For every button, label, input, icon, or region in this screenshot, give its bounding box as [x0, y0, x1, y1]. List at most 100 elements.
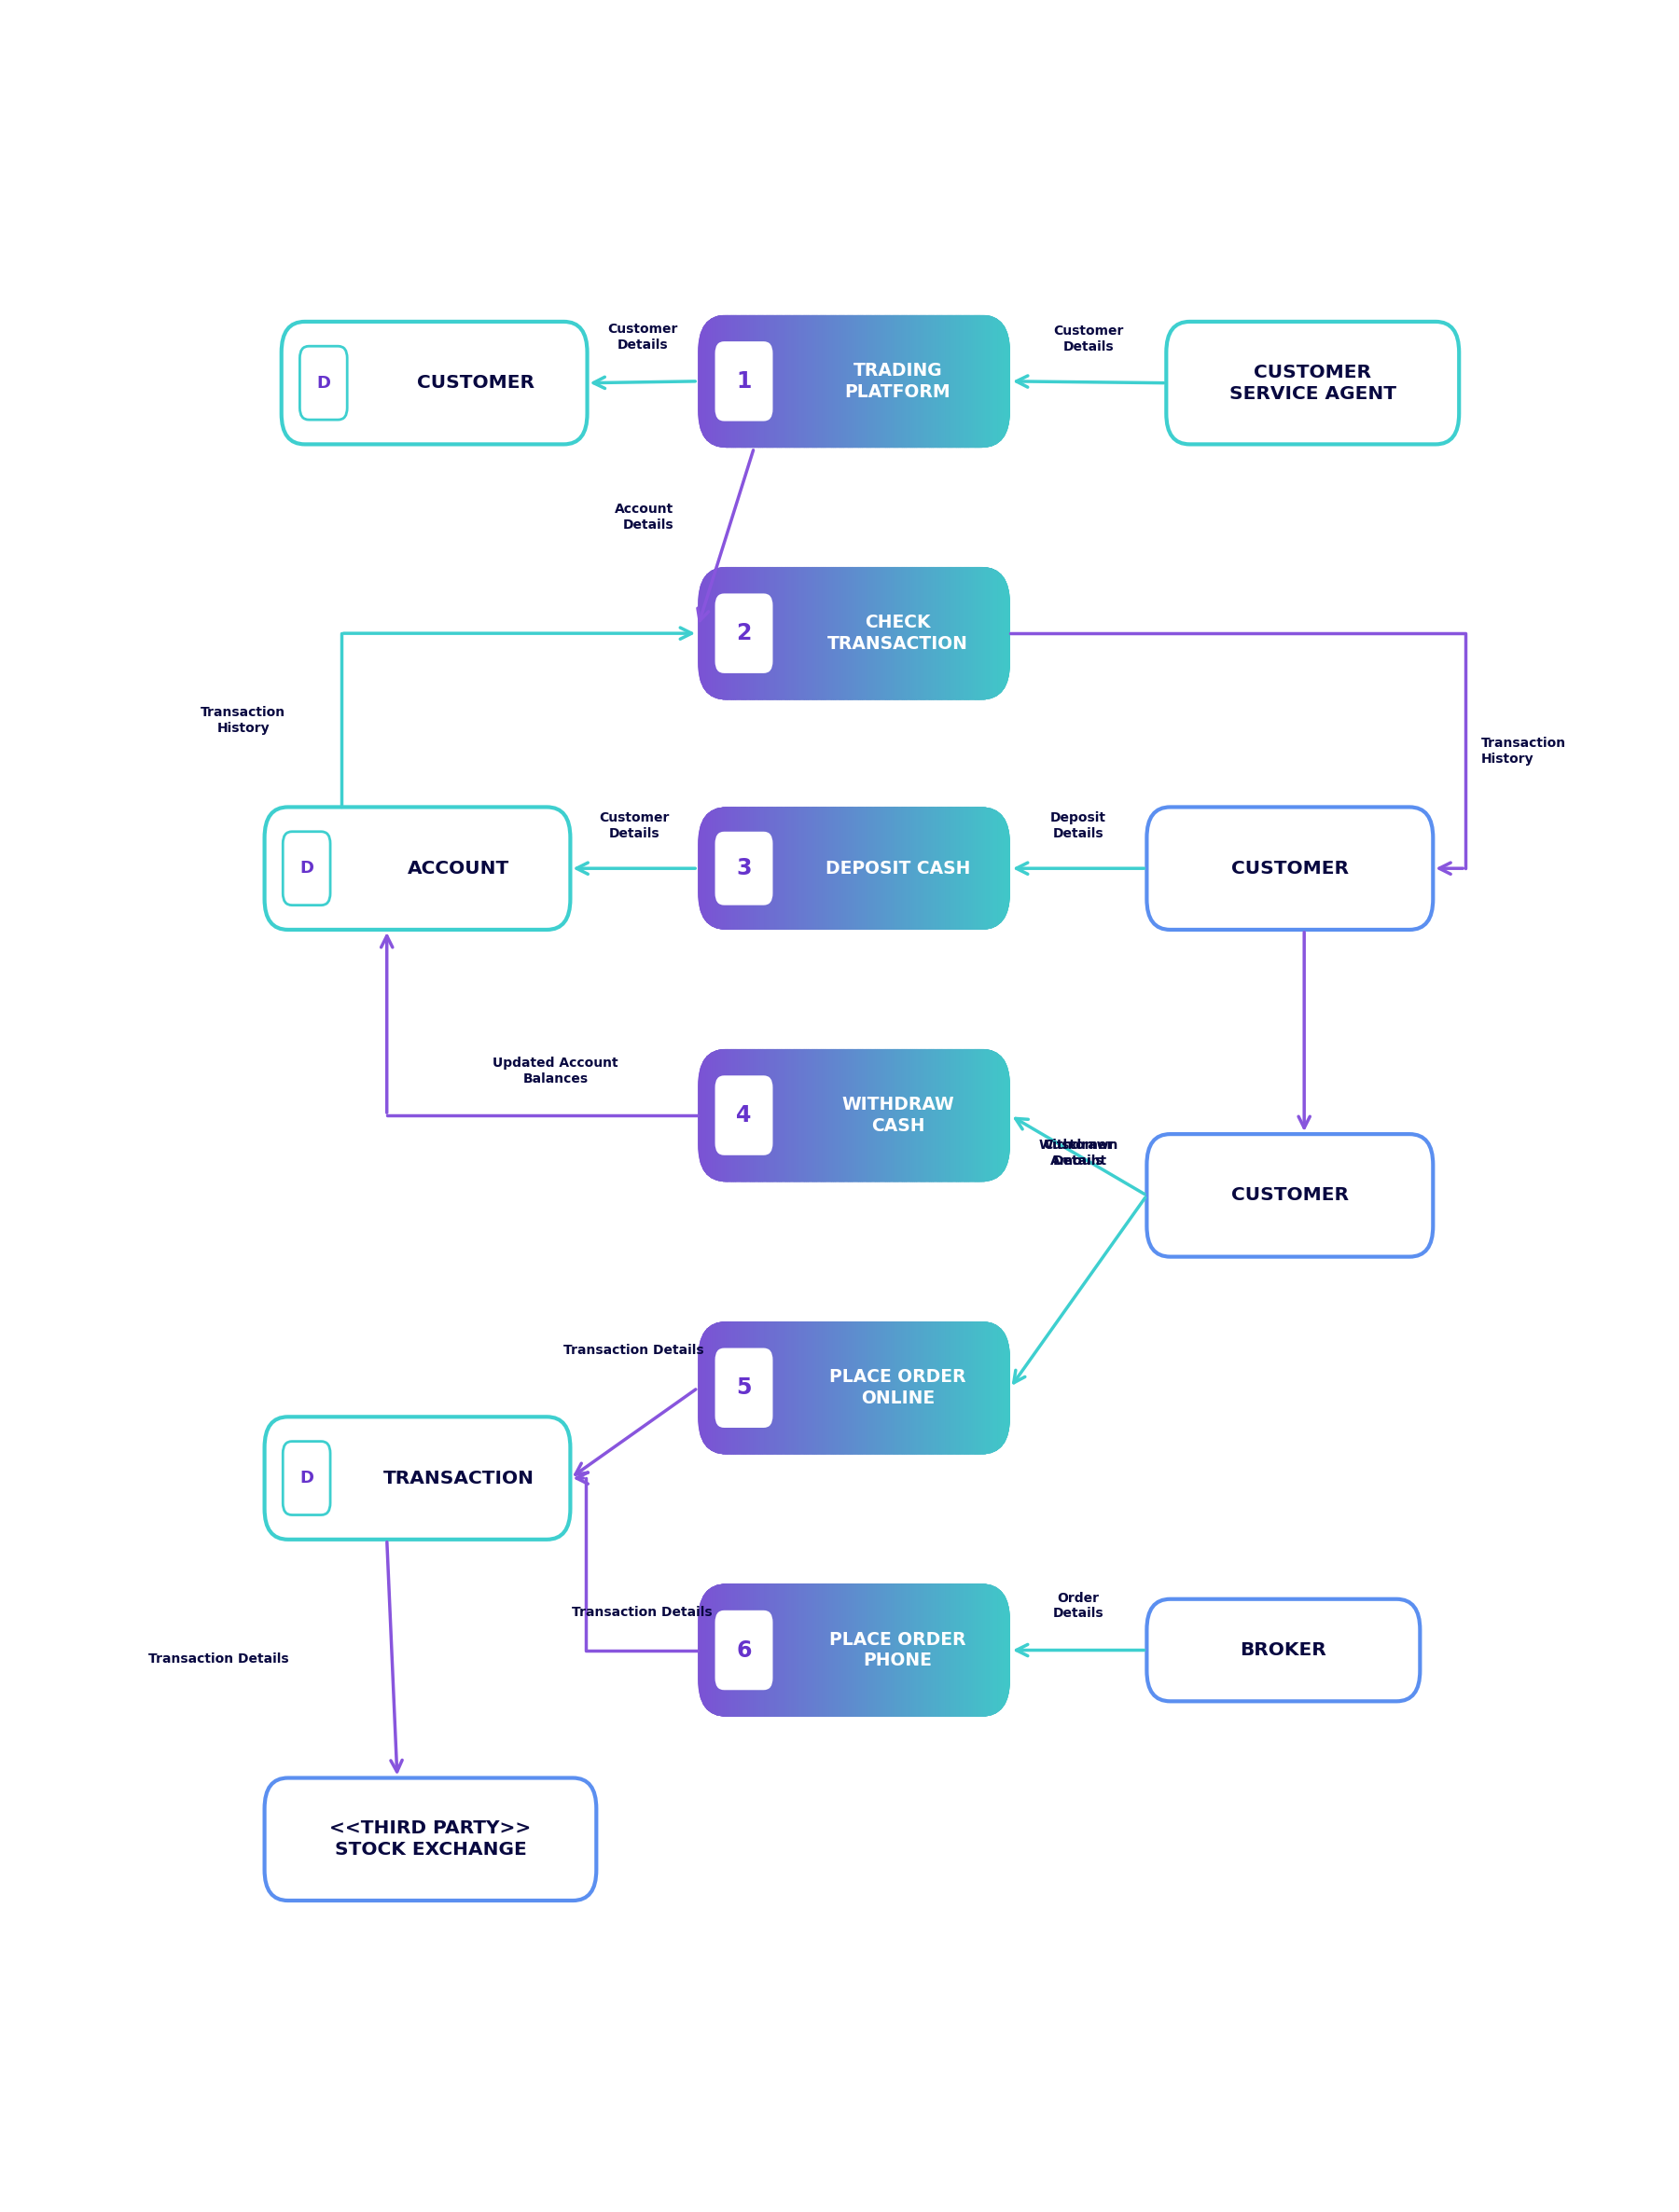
Bar [937, 1048, 944, 1181]
Bar [979, 566, 986, 699]
Bar [813, 566, 818, 699]
Bar [754, 1321, 761, 1453]
Bar [890, 807, 895, 929]
Bar [898, 1584, 903, 1717]
FancyBboxPatch shape [715, 593, 772, 672]
Bar [737, 1584, 744, 1717]
Bar [756, 1321, 762, 1453]
Bar [991, 314, 997, 447]
Bar [1004, 314, 1009, 447]
Text: Transaction
History: Transaction History [201, 706, 285, 734]
Bar [735, 1321, 742, 1453]
Bar [975, 807, 981, 929]
Bar [776, 1048, 781, 1181]
Bar [700, 1321, 705, 1453]
Bar [777, 1048, 782, 1181]
Bar [752, 1321, 757, 1453]
Bar [777, 807, 782, 929]
Bar [821, 1584, 826, 1717]
Bar [710, 1321, 717, 1453]
Bar [786, 807, 791, 929]
Bar [712, 566, 719, 699]
Bar [744, 566, 749, 699]
Bar [799, 1048, 806, 1181]
Bar [989, 314, 996, 447]
Bar [698, 807, 704, 929]
Bar [745, 566, 752, 699]
Bar [803, 566, 808, 699]
Bar [970, 1048, 977, 1181]
Bar [846, 314, 851, 447]
Bar [761, 1584, 766, 1717]
Bar [954, 1048, 960, 1181]
Bar [944, 1048, 950, 1181]
Bar [739, 807, 745, 929]
Bar [907, 1048, 912, 1181]
Bar [895, 1584, 902, 1717]
Bar [841, 1584, 848, 1717]
Bar [707, 1048, 712, 1181]
Bar [762, 1584, 769, 1717]
Bar [866, 1584, 873, 1717]
Bar [717, 1321, 722, 1453]
Bar [885, 1584, 892, 1717]
FancyBboxPatch shape [301, 345, 348, 420]
Bar [762, 1321, 769, 1453]
Bar [918, 314, 925, 447]
Bar [803, 1048, 808, 1181]
Bar [975, 1321, 981, 1453]
Text: 3: 3 [735, 858, 752, 880]
Bar [910, 566, 917, 699]
Bar [841, 566, 848, 699]
Bar [759, 566, 764, 699]
Bar [986, 1321, 991, 1453]
Bar [947, 1048, 954, 1181]
Bar [824, 314, 831, 447]
Bar [972, 807, 979, 929]
Bar [880, 1321, 885, 1453]
Bar [730, 807, 737, 929]
Bar [811, 807, 816, 929]
Bar [979, 1321, 986, 1453]
Bar [863, 314, 868, 447]
Bar [761, 1321, 766, 1453]
Bar [918, 1321, 925, 1453]
Bar [960, 314, 965, 447]
Bar [873, 566, 878, 699]
Bar [885, 1048, 892, 1181]
Bar [972, 566, 979, 699]
Bar [791, 314, 798, 447]
Bar [987, 1321, 994, 1453]
Bar [782, 566, 789, 699]
Bar [868, 566, 875, 699]
Bar [767, 807, 772, 929]
Text: Order
Details: Order Details [1053, 1593, 1103, 1619]
Bar [781, 1321, 787, 1453]
Bar [944, 1321, 950, 1453]
Bar [735, 566, 742, 699]
Bar [950, 807, 955, 929]
Bar [1004, 807, 1009, 929]
Bar [887, 314, 893, 447]
Bar [811, 1321, 816, 1453]
Bar [912, 566, 918, 699]
Bar [811, 1048, 816, 1181]
Bar [927, 1584, 934, 1717]
Bar [819, 566, 824, 699]
Bar [923, 1048, 928, 1181]
Bar [868, 1584, 875, 1717]
Bar [997, 1584, 1004, 1717]
Bar [945, 1048, 952, 1181]
Text: Transaction
History: Transaction History [1481, 737, 1567, 765]
Bar [829, 314, 834, 447]
Bar [759, 1048, 764, 1181]
Bar [747, 1321, 754, 1453]
Bar [860, 1048, 866, 1181]
Bar [707, 314, 712, 447]
Bar [808, 807, 814, 929]
Bar [1002, 807, 1007, 929]
Bar [935, 807, 942, 929]
Bar [799, 314, 806, 447]
Bar [918, 1584, 925, 1717]
Bar [893, 566, 900, 699]
